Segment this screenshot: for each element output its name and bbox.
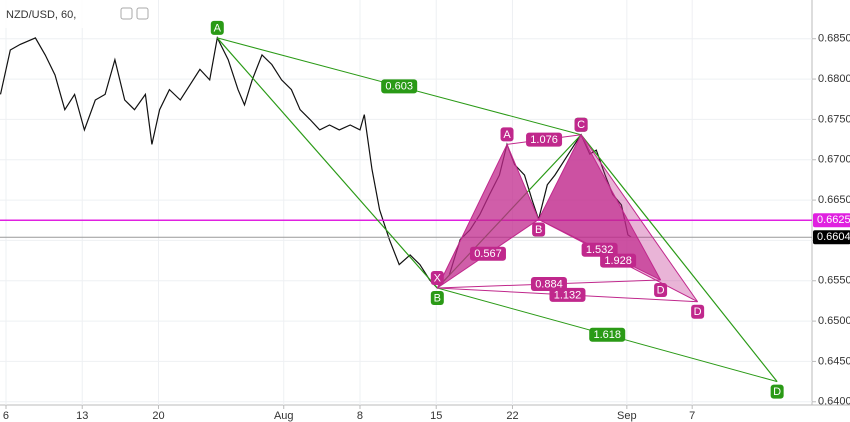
label-box <box>770 384 784 399</box>
label-text: D <box>773 386 781 398</box>
label-text: 1.618 <box>593 329 621 341</box>
y-tick-label: 0.6400 <box>818 396 850 408</box>
label-text: A <box>503 129 511 141</box>
x-tick-label: 6 <box>3 410 9 422</box>
price-line <box>0 36 632 289</box>
y-tick-label: 0.6800 <box>818 73 850 85</box>
y-tick-label: 0.6450 <box>818 355 850 367</box>
y-tick-label: 0.6500 <box>818 315 850 327</box>
label-text: X <box>434 272 442 284</box>
label-text: 0.567 <box>474 248 502 260</box>
label-box <box>581 242 618 257</box>
label-text: C <box>577 119 585 131</box>
label-box <box>430 291 444 306</box>
pattern-fill <box>437 144 539 289</box>
label-box <box>469 246 506 261</box>
price-label-bg <box>813 213 850 228</box>
y-tick-label: 0.6550 <box>818 275 850 287</box>
close-icon[interactable] <box>136 7 149 20</box>
pattern-line <box>506 144 540 220</box>
y-tick-label: 0.6750 <box>818 113 850 125</box>
price-label: 0.6604 <box>817 231 850 243</box>
pattern-line <box>580 134 699 303</box>
label-box <box>500 127 514 142</box>
price-label: 0.6625 <box>817 214 850 226</box>
label-box <box>430 271 444 286</box>
settings-icon[interactable] <box>120 7 133 20</box>
label-box <box>574 117 588 132</box>
label-box <box>532 222 546 237</box>
label-text: D <box>657 284 665 296</box>
x-tick-label: 13 <box>76 410 88 422</box>
chart-title: NZD/USD, 60, <box>6 9 76 21</box>
header-bg <box>0 0 150 28</box>
label-text: 1.132 <box>554 289 582 301</box>
label-box <box>526 132 563 147</box>
price-label-bg <box>813 230 850 245</box>
label-box <box>549 287 586 302</box>
pattern-line <box>216 37 438 289</box>
grid <box>0 0 812 405</box>
label-text: 0.603 <box>385 81 413 93</box>
label-text: D <box>694 306 702 318</box>
label-box <box>654 282 668 297</box>
label-box <box>589 327 626 342</box>
label-text: B <box>535 224 542 236</box>
label-text: 1.532 <box>586 244 614 256</box>
label-box <box>600 253 637 268</box>
label-text: 0.884 <box>535 278 563 290</box>
y-tick-label: 0.6700 <box>818 154 850 166</box>
x-tick-label: 8 <box>357 410 363 422</box>
x-tick-label: Aug <box>274 410 294 422</box>
y-tick-label: 0.6850 <box>818 33 850 45</box>
label-box <box>210 20 224 35</box>
y-tick-label: 0.6650 <box>818 194 850 206</box>
label-text: 1.928 <box>604 255 632 267</box>
label-text: B <box>434 292 441 304</box>
plot <box>0 36 812 289</box>
label-box <box>381 79 418 94</box>
pattern-line <box>538 134 582 220</box>
axes: 0.64000.64500.65000.65500.66000.66500.67… <box>3 33 850 422</box>
x-tick-label: Sep <box>617 410 637 422</box>
label-text: 1.076 <box>530 134 558 146</box>
x-tick-label: 20 <box>152 410 164 422</box>
label-box <box>691 304 705 319</box>
x-tick-label: 22 <box>506 410 518 422</box>
pattern-line <box>580 134 662 281</box>
label-box <box>530 276 567 291</box>
pattern-fill <box>538 134 698 302</box>
x-tick-label: 7 <box>689 410 695 422</box>
pattern-fill <box>538 134 661 280</box>
pattern-line <box>580 134 778 382</box>
pattern-line <box>436 144 508 289</box>
x-tick-label: 15 <box>430 410 442 422</box>
label-text: A <box>214 22 222 34</box>
